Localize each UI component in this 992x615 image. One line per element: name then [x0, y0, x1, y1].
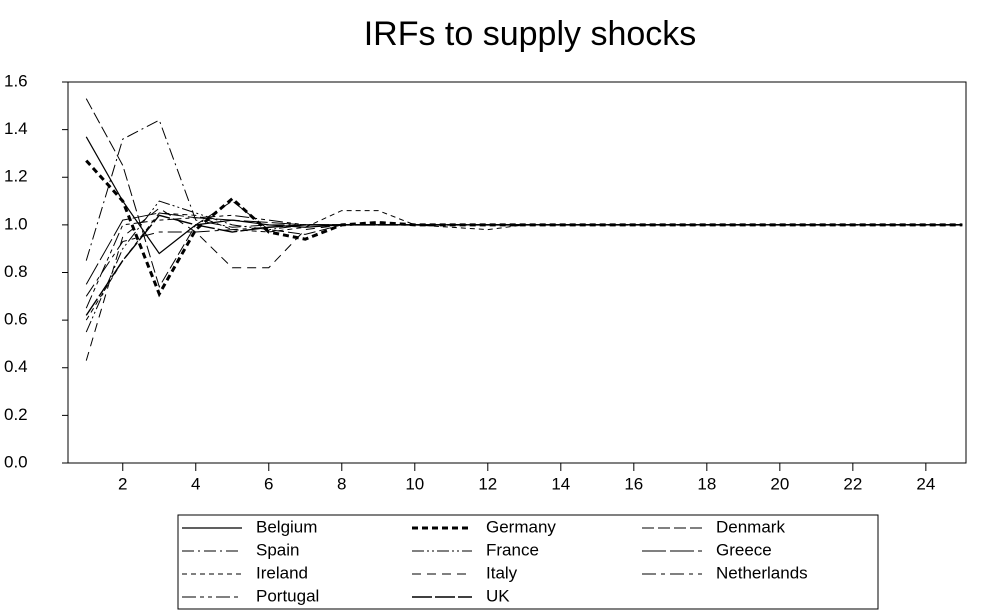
series-line [85, 224, 963, 297]
x-tick-label: 14 [551, 474, 570, 493]
series-line [85, 98, 963, 289]
x-tick-label: 12 [478, 474, 497, 493]
legend-label: Ireland [256, 563, 308, 582]
legend-label: Germany [486, 517, 556, 536]
series-line [85, 210, 963, 321]
series-line [85, 200, 963, 333]
y-tick-label: 0.4 [4, 357, 28, 376]
x-tick-label: 10 [405, 474, 424, 493]
legend-label: UK [486, 586, 510, 605]
legend-box [177, 514, 879, 610]
x-tick-label: 24 [916, 474, 935, 493]
x-tick-label: 22 [843, 474, 862, 493]
y-tick-label: 0.2 [4, 405, 28, 424]
y-tick-label: 1.0 [4, 214, 28, 233]
y-tick-label: 0.6 [4, 310, 28, 329]
legend-label: Denmark [716, 517, 785, 536]
x-tick-label: 8 [337, 474, 346, 493]
y-tick-label: 0.0 [4, 452, 28, 471]
y-tick-label: 1.6 [4, 71, 28, 90]
series-line [85, 119, 963, 261]
series-line [85, 136, 963, 255]
x-tick-label: 2 [118, 474, 127, 493]
x-tick-label: 4 [191, 474, 200, 493]
series-line [85, 214, 963, 316]
legend-label: Belgium [256, 517, 317, 536]
legend-label: France [486, 540, 539, 559]
legend-label: Italy [486, 563, 518, 582]
series-line [85, 159, 963, 298]
legend-label: Netherlands [716, 563, 808, 582]
y-tick-label: 0.8 [4, 262, 28, 281]
legend-label: Spain [256, 540, 299, 559]
x-tick-label: 16 [624, 474, 643, 493]
plot-frame [67, 81, 967, 464]
y-tick-label: 1.2 [4, 167, 28, 186]
x-tick-label: 6 [264, 474, 273, 493]
y-tick-label: 1.4 [4, 119, 28, 138]
x-tick-label: 20 [770, 474, 789, 493]
legend-label: Greece [716, 540, 772, 559]
legend-label: Portugal [256, 586, 319, 605]
chart-title: IRFs to supply shocks [364, 15, 697, 53]
x-tick-label: 18 [697, 474, 716, 493]
